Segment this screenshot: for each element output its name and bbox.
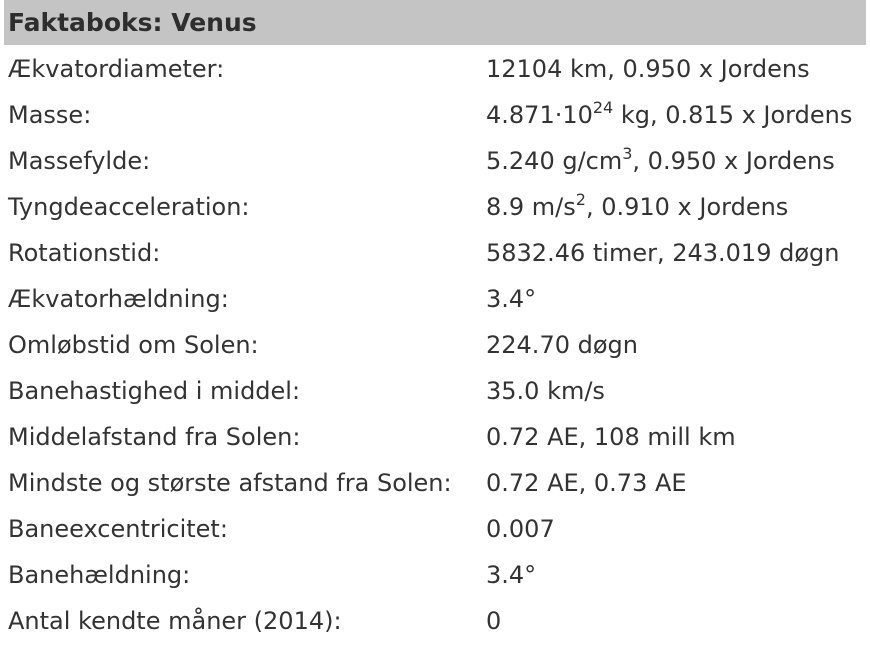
fact-label: Banehastighed i middel:	[8, 377, 301, 405]
fact-value: 5832.46 timer, 243.019 døgn	[486, 239, 840, 267]
table-row: Ækvatordiameter: 12104 km, 0.950 x Jorde…	[4, 46, 866, 92]
fact-value-exponent: 24	[592, 98, 614, 117]
fact-label: Middelafstand fra Solen:	[8, 423, 301, 451]
fact-label: Banehældning:	[8, 561, 191, 589]
fact-value: 5.240 g/cm3, 0.950 x Jordens	[482, 138, 866, 184]
fact-label: Omløbstid om Solen:	[8, 331, 259, 359]
table-row: Rotationstid: 5832.46 timer, 243.019 døg…	[4, 230, 866, 276]
table-row: Antal kendte måner (2014): 0	[4, 598, 866, 644]
table-row: Banehastighed i middel: 35.0 km/s	[4, 368, 866, 414]
fact-value-main: 5.240 g/cm	[486, 147, 623, 175]
fact-value-rest: , 0.950 x Jordens	[632, 147, 835, 175]
fact-value-rest: kg, 0.815 x Jordens	[613, 101, 853, 129]
fact-label: Baneexcentricitet:	[8, 515, 228, 543]
fact-value: 3.4°	[486, 561, 537, 589]
fact-value-rest: , 0.910 x Jordens	[585, 193, 789, 221]
fact-label: Ækvatordiameter:	[8, 55, 225, 83]
fact-value-exponent: 2	[575, 190, 586, 209]
fact-label: Mindste og største afstand fra Solen:	[8, 469, 452, 497]
fact-label: Masse:	[8, 101, 92, 129]
fact-label: Massefylde:	[8, 147, 151, 175]
table-row: Omløbstid om Solen: 224.70 døgn	[4, 322, 866, 368]
fact-value: 35.0 km/s	[486, 377, 605, 405]
fact-value: 4.871·1024 kg, 0.815 x Jordens	[482, 92, 866, 138]
fact-value: 0.007	[486, 515, 555, 543]
fact-label: Tyngdeacceleration:	[8, 193, 250, 221]
fact-value: 8.9 m/s2, 0.910 x Jordens	[482, 184, 866, 230]
table-row: Banehældning: 3.4°	[4, 552, 866, 598]
fact-value-main: 8.9 m/s	[486, 193, 576, 221]
table-row: Baneexcentricitet: 0.007	[4, 506, 866, 552]
factbox: Faktaboks: Venus Ækvatordiameter: 12104 …	[4, 0, 866, 644]
fact-value: 3.4°	[486, 285, 537, 313]
fact-value: 0.72 AE, 0.73 AE	[486, 469, 687, 497]
table-row: Tyngdeacceleration: 8.9 m/s2, 0.910 x Jo…	[4, 184, 866, 230]
fact-value: 224.70 døgn	[486, 331, 638, 359]
fact-value-main: 4.871·10	[486, 101, 593, 129]
fact-value: 12104 km, 0.950 x Jordens	[486, 55, 810, 83]
table-row: Masse: 4.871·1024 kg, 0.815 x Jordens	[4, 92, 866, 138]
table-row: Ækvatorhældning: 3.4°	[4, 276, 866, 322]
fact-label: Rotationstid:	[8, 239, 161, 267]
table-row: Middelafstand fra Solen: 0.72 AE, 108 mi…	[4, 414, 866, 460]
fact-value-exponent: 3	[622, 144, 633, 163]
facts-table: Ækvatordiameter: 12104 km, 0.950 x Jorde…	[4, 46, 866, 644]
fact-label: Ækvatorhældning:	[8, 285, 229, 313]
fact-value: 0	[486, 607, 502, 635]
fact-value: 0.72 AE, 108 mill km	[486, 423, 736, 451]
factbox-title: Faktaboks: Venus	[4, 0, 866, 45]
table-row: Mindste og største afstand fra Solen: 0.…	[4, 460, 866, 506]
table-row: Massefylde: 5.240 g/cm3, 0.950 x Jordens	[4, 138, 866, 184]
fact-label: Antal kendte måner (2014):	[8, 607, 342, 635]
